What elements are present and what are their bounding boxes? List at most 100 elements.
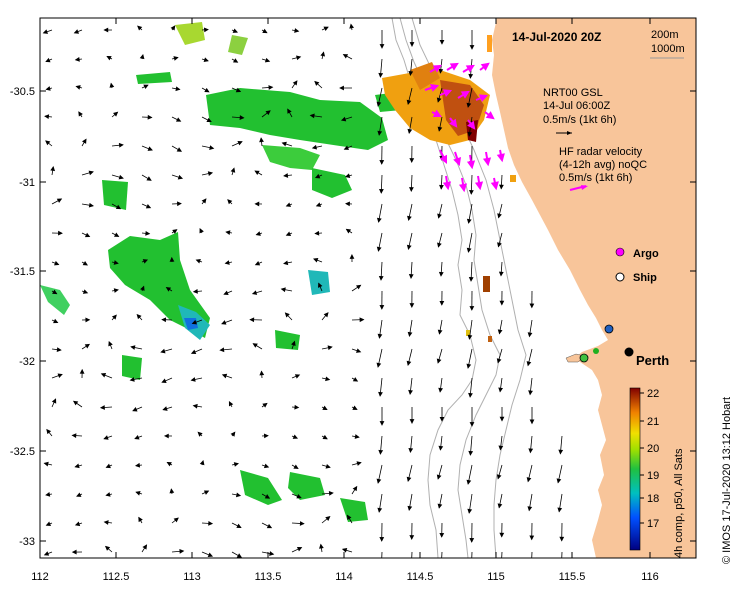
current-arrow-head	[190, 377, 196, 382]
radar-scale-arrowhead	[581, 185, 588, 190]
current-arrow-head	[203, 57, 209, 63]
current-arrow-head	[466, 218, 472, 224]
current-arrow-head	[201, 198, 207, 204]
current-arrow-head	[266, 523, 273, 529]
current-arrow-head	[255, 231, 261, 236]
current-arrow-head	[408, 447, 414, 453]
current-arrow-head	[406, 476, 412, 482]
current-arrow-head	[342, 54, 349, 59]
current-arrow-head	[406, 99, 412, 105]
current-arrow-head	[376, 246, 382, 252]
current-arrow-head	[466, 102, 472, 108]
sst-patch	[340, 498, 368, 522]
current-arrow-head	[82, 289, 89, 294]
current-arrow-head	[203, 27, 209, 33]
current-arrow	[531, 551, 533, 558]
current-arrow-head	[169, 256, 175, 262]
radar-label-line1: HF radar velocity	[559, 146, 643, 158]
sst-patch	[175, 22, 205, 45]
current-arrow-head	[232, 58, 239, 63]
x-tick-label: 115	[487, 571, 505, 583]
y-tick-label: -30.5	[10, 86, 35, 98]
current-arrow-head	[113, 288, 119, 293]
current-arrow-head	[438, 271, 444, 277]
current-arrow-head	[527, 332, 533, 338]
current-arrow-head	[84, 343, 91, 349]
ship-label: Ship	[633, 272, 657, 284]
radar-arrow-head	[466, 160, 476, 170]
current-arrow-head	[352, 405, 358, 410]
current-arrow-head	[344, 173, 351, 178]
current-arrow-head	[467, 334, 473, 340]
current-arrow-head	[228, 401, 234, 407]
current-arrow-head	[345, 228, 352, 234]
current-arrow-head	[75, 85, 81, 90]
current-arrow-head	[437, 213, 442, 219]
current-arrow-head	[53, 318, 59, 324]
radar-arrow-head	[480, 62, 490, 71]
sst-patch	[206, 88, 388, 150]
current-arrow-head	[283, 260, 289, 266]
current-arrow-head	[325, 516, 331, 521]
current-arrow-head	[354, 434, 360, 439]
model-label-line2: 14-Jul 06:00Z	[543, 100, 611, 112]
radar-arrow-head	[442, 181, 452, 191]
current-arrow-head	[439, 40, 445, 45]
current-arrow-head	[438, 68, 444, 74]
sst-patch	[262, 145, 320, 170]
current-arrow-head	[314, 173, 321, 179]
current-arrow-head	[173, 517, 179, 523]
current-arrow-head	[407, 505, 413, 511]
current-arrow-head	[439, 417, 445, 422]
current-arrow-head	[176, 147, 183, 152]
y-tick-label: -32	[19, 356, 35, 368]
current-arrow-head	[356, 284, 362, 290]
current-arrow-head	[136, 313, 142, 320]
radar-arrow-head	[465, 64, 475, 73]
sst-patches	[40, 22, 516, 522]
current-arrow-head	[113, 111, 119, 117]
x-axis: 112 112.5 113 113.5 114 114.5 115 115.5 116	[31, 18, 659, 583]
current-arrow-head	[409, 158, 415, 163]
current-arrow-head	[190, 349, 197, 355]
current-arrow-head	[356, 348, 362, 353]
current-arrow-head	[376, 362, 382, 368]
current-arrow-head	[346, 514, 352, 520]
current-arrow-head	[467, 508, 473, 514]
current-arrow-head	[224, 260, 230, 265]
current-arrow-head	[43, 551, 50, 556]
current-arrow-head	[292, 80, 298, 86]
current-arrow-head	[285, 231, 292, 236]
current-arrow-head	[469, 45, 475, 50]
current-arrow	[501, 551, 503, 558]
current-arrow-head	[145, 203, 152, 209]
current-arrow-head	[320, 51, 326, 57]
current-arrow-head	[82, 261, 89, 266]
current-arrow-head	[172, 229, 178, 234]
sst-patch	[308, 270, 330, 295]
current-arrow-head	[73, 29, 80, 34]
current-arrow-head	[378, 72, 384, 78]
current-arrow-head	[259, 370, 265, 376]
current-arrow-head	[497, 213, 502, 219]
current-arrow-head	[142, 259, 149, 264]
current-arrow-head	[500, 562, 503, 566]
current-arrow-head	[339, 85, 344, 91]
argo-symbol	[615, 247, 625, 257]
current-arrow-head	[325, 463, 331, 469]
colorbar	[629, 387, 641, 551]
current-arrow-head	[236, 553, 243, 558]
current-arrow-head	[378, 391, 383, 397]
current-arrow-head	[409, 303, 415, 308]
plot-frame	[39, 17, 697, 559]
current-arrow-head	[44, 114, 50, 120]
radar-arrow-head	[439, 154, 447, 164]
current-arrow-head	[100, 373, 107, 378]
current-arrow-head	[232, 28, 238, 33]
current-arrow-head	[325, 376, 331, 382]
current-arrow-head	[219, 347, 225, 353]
current-arrow-head	[160, 348, 166, 354]
colorbar-tick-label: 22	[647, 388, 659, 400]
current-arrow-head	[252, 343, 258, 348]
current-arrow-head	[559, 536, 565, 542]
